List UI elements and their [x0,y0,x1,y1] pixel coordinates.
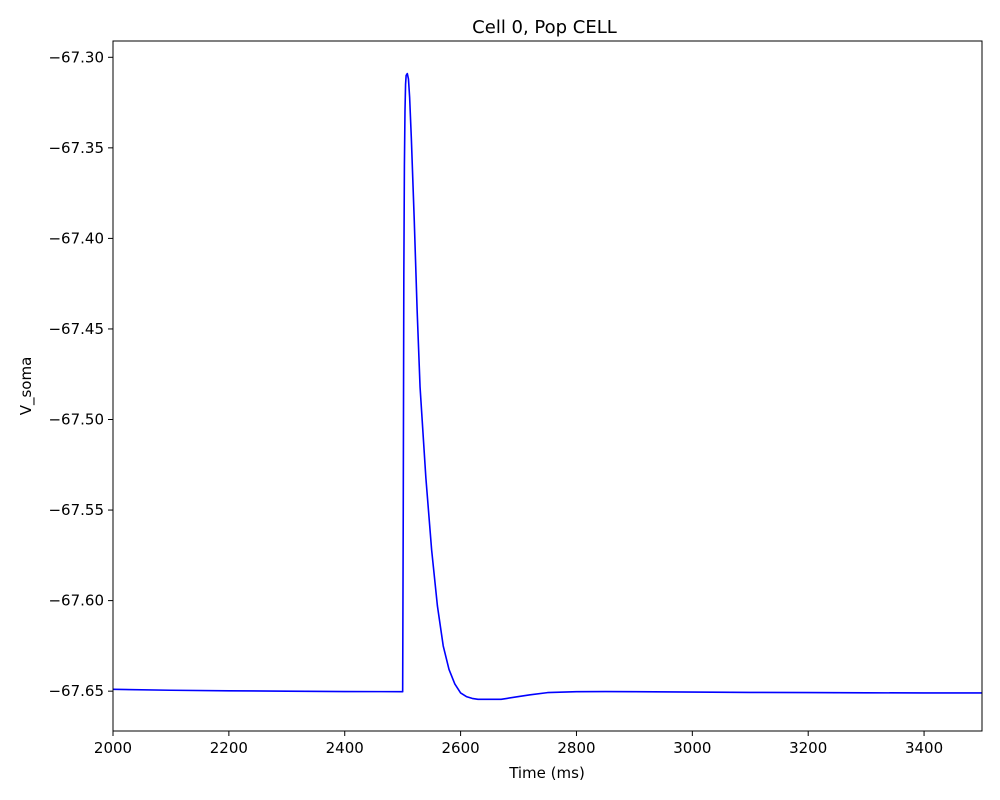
y-tick-label: −67.50 [48,411,104,429]
x-tick-label: 2000 [94,739,132,757]
series-line-v-soma [112,72,982,701]
y-tick-label: −67.60 [48,592,104,610]
x-tick-label: 2600 [442,739,480,757]
y-axis-label: V_soma [17,357,36,416]
x-tick-label: 2200 [210,739,248,757]
y-tick-label: −67.55 [48,501,104,519]
y-tick-label: −67.45 [48,320,104,338]
x-tick-label: 3000 [673,739,711,757]
x-tick-label: 3200 [789,739,827,757]
x-tick-label: 3400 [905,739,943,757]
y-tick-label: −67.30 [48,48,104,66]
chart-title: Cell 0, Pop CELL [472,17,617,38]
y-tick-label: −67.65 [48,682,104,700]
ticks-layer: 2000 2200 2400 2600 2800 3000 3200 3400 −67.65 −6… [48,48,943,757]
x-tick-label: 2400 [326,739,364,757]
plot-frame [112,40,983,732]
y-tick-label: −67.35 [48,139,104,157]
y-tick-label: −67.40 [48,229,104,247]
x-axis-label: Time (ms) [508,764,585,782]
series-layer [112,72,982,701]
x-tick-label: 2800 [557,739,595,757]
